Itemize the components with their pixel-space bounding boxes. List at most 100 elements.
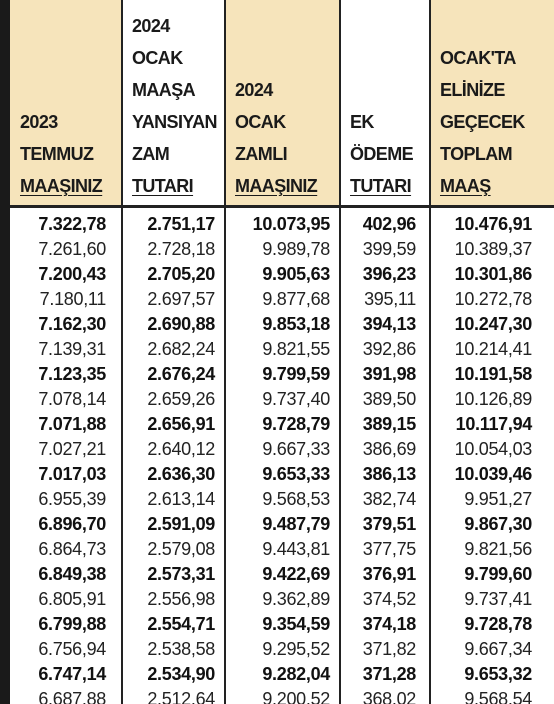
column-separator bbox=[339, 0, 341, 704]
table-cell: 2.659,26 bbox=[147, 389, 215, 409]
table-cell: 374,52 bbox=[362, 589, 417, 609]
table-cell: 371,28 bbox=[362, 664, 417, 684]
table-cell: 2.613,14 bbox=[147, 489, 215, 509]
table-cell: 7.139,31 bbox=[38, 339, 106, 359]
table-cell: 2.538,58 bbox=[147, 639, 215, 659]
table-cell: 371,82 bbox=[362, 639, 417, 659]
header-line: 2023 bbox=[20, 112, 58, 132]
table-cell: 6.687,88 bbox=[38, 689, 106, 704]
table-cell: 10.039,46 bbox=[454, 464, 533, 484]
table-cell: 10.247,30 bbox=[454, 314, 533, 334]
table-cell: 9.667,34 bbox=[464, 639, 532, 659]
table-cell: 2.591,09 bbox=[147, 514, 215, 534]
header-line: TOPLAM bbox=[440, 144, 513, 164]
table-cell: 2.728,18 bbox=[147, 239, 215, 259]
table-cell: 6.747,14 bbox=[38, 664, 106, 684]
table-cell: 368,02 bbox=[362, 689, 417, 704]
table-cell: 386,13 bbox=[362, 464, 417, 484]
table-cell: 6.805,91 bbox=[38, 589, 106, 609]
table-cell: 2.573,31 bbox=[147, 564, 215, 584]
table-cell: 9.653,33 bbox=[262, 464, 330, 484]
table-cell: 9.200,52 bbox=[262, 689, 330, 704]
table-cell: 10.117,94 bbox=[455, 414, 533, 434]
table-cell: 9.951,27 bbox=[464, 489, 532, 509]
column-header: 2024 OCAK ZAMLI MAAŞINIZ bbox=[225, 0, 340, 205]
header-line: 2024 bbox=[132, 16, 170, 36]
table-cell: 2.705,20 bbox=[147, 264, 215, 284]
table-cell: 7.162,30 bbox=[38, 314, 106, 334]
table-cell: 2.640,12 bbox=[147, 439, 215, 459]
column-header: 2023 TEMMUZ MAAŞINIZ bbox=[10, 0, 122, 205]
table-cell: 9.568,54 bbox=[464, 689, 532, 704]
table-cell: 2.682,24 bbox=[147, 339, 215, 359]
column-header: EK ÖDEME TUTARI bbox=[340, 0, 430, 205]
table-cell: 6.799,88 bbox=[38, 614, 106, 634]
table-cell: 9.905,63 bbox=[262, 264, 330, 284]
table-cell: 394,13 bbox=[362, 314, 417, 334]
table-cell: 9.799,59 bbox=[262, 364, 330, 384]
table-cell: 9.728,79 bbox=[262, 414, 330, 434]
header-line: GEÇECEK bbox=[440, 112, 525, 132]
table-cell: 7.261,60 bbox=[38, 239, 106, 259]
table-cell: 10.476,91 bbox=[454, 214, 533, 234]
header-line: 2024 bbox=[235, 80, 273, 100]
table-cell: 9.853,18 bbox=[262, 314, 330, 334]
table-cell: 9.653,32 bbox=[464, 664, 532, 684]
table-cell: 7.180,11 bbox=[39, 289, 107, 309]
table-cell: 6.849,38 bbox=[38, 564, 106, 584]
table-cell: 9.799,60 bbox=[464, 564, 532, 584]
header-line: OCAK bbox=[235, 112, 286, 132]
header-line: TUTARI bbox=[132, 176, 194, 196]
table-cell: 2.512,64 bbox=[147, 689, 215, 704]
header-line: ELİNİZE bbox=[440, 80, 505, 100]
table-cell: 7.123,35 bbox=[38, 364, 106, 384]
table-cell: 10.126,89 bbox=[454, 389, 533, 409]
header-line: ÖDEME bbox=[350, 144, 414, 164]
table-cell: 10.073,95 bbox=[252, 214, 331, 234]
column-separator bbox=[429, 0, 431, 704]
header-line: TEMMUZ bbox=[20, 144, 94, 164]
table-cell: 7.027,21 bbox=[38, 439, 106, 459]
header-line: TUTARI bbox=[350, 176, 412, 196]
table-cell: 9.443,81 bbox=[262, 539, 330, 559]
table-cell: 9.362,89 bbox=[262, 589, 330, 609]
table-cell: 2.656,91 bbox=[147, 414, 215, 434]
column-separator bbox=[224, 0, 226, 704]
header-line: ZAMLI bbox=[235, 144, 288, 164]
table-cell: 2.579,08 bbox=[147, 539, 215, 559]
table-cell: 10.191,58 bbox=[454, 364, 533, 384]
table-cell: 9.728,78 bbox=[464, 614, 532, 634]
table-cell: 9.821,55 bbox=[262, 339, 330, 359]
table-cell: 2.534,90 bbox=[147, 664, 215, 684]
left-strip bbox=[0, 0, 10, 704]
table-cell: 395,11 bbox=[364, 289, 416, 309]
table-cell: 391,98 bbox=[362, 364, 417, 384]
table-cell: 7.322,78 bbox=[38, 214, 106, 234]
header-rule bbox=[10, 205, 554, 208]
table-cell: 2.690,88 bbox=[147, 314, 215, 334]
table-cell: 2.697,57 bbox=[147, 289, 215, 309]
table-cell: 379,51 bbox=[362, 514, 417, 534]
table-cell: 6.756,94 bbox=[38, 639, 106, 659]
table-cell: 9.282,04 bbox=[262, 664, 330, 684]
table-cell: 2.676,24 bbox=[147, 364, 215, 384]
table-cell: 9.295,52 bbox=[262, 639, 330, 659]
table-cell: 374,18 bbox=[362, 614, 417, 634]
header-line: YANSIYAN bbox=[132, 112, 218, 132]
table-cell: 6.864,73 bbox=[38, 539, 106, 559]
table-cell: 2.554,71 bbox=[147, 614, 215, 634]
table-cell: 9.989,78 bbox=[262, 239, 330, 259]
table-cell: 10.214,41 bbox=[454, 339, 533, 359]
table-cell: 9.737,40 bbox=[262, 389, 330, 409]
table-cell: 7.017,03 bbox=[38, 464, 106, 484]
table-cell: 6.896,70 bbox=[38, 514, 106, 534]
table-cell: 9.354,59 bbox=[262, 614, 330, 634]
table-cell: 7.078,14 bbox=[38, 389, 106, 409]
header-line: MAAŞA bbox=[132, 80, 196, 100]
table-cell: 399,59 bbox=[362, 239, 417, 259]
table-cell: 392,86 bbox=[362, 339, 417, 359]
column-header: 2024 OCAK MAAŞA YANSIYAN ZAM TUTARI bbox=[122, 0, 225, 205]
table-cell: 9.568,53 bbox=[262, 489, 330, 509]
column-separator bbox=[121, 0, 123, 704]
